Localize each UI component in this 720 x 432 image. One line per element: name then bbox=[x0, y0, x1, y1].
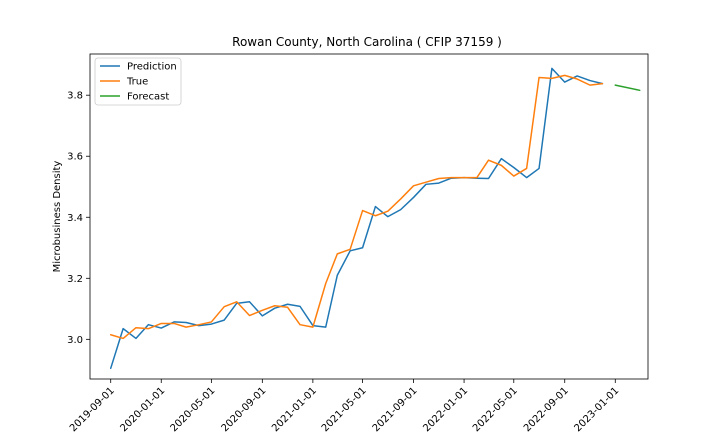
legend-label-prediction: Prediction bbox=[127, 62, 177, 73]
legend-box bbox=[94, 57, 182, 106]
y-tick-label: 3.6 bbox=[67, 152, 83, 163]
legend-label-true: True bbox=[126, 77, 148, 88]
chart-title: Rowan County, North Carolina ( CFIP 3715… bbox=[232, 35, 502, 49]
y-axis-label: Microbusiness Density bbox=[52, 161, 63, 273]
series-line-true bbox=[109, 74, 604, 340]
y-tick-label: 3.8 bbox=[67, 91, 83, 102]
legend-label-forecast: Forecast bbox=[127, 92, 169, 103]
y-tick-label: 3.4 bbox=[67, 213, 83, 224]
y-tick-label: 3.0 bbox=[67, 335, 83, 346]
axes-frame bbox=[89, 53, 649, 380]
y-tick-label: 3.2 bbox=[67, 274, 83, 285]
plot-area bbox=[109, 67, 641, 370]
series-line-forecast bbox=[614, 84, 641, 92]
legend: Prediction True Forecast bbox=[94, 57, 182, 106]
